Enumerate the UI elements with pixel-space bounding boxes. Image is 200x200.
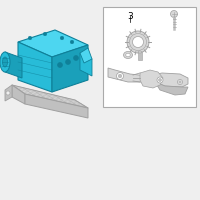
Circle shape xyxy=(118,74,122,78)
Circle shape xyxy=(170,10,178,18)
Polygon shape xyxy=(12,85,88,108)
Circle shape xyxy=(127,31,149,53)
Polygon shape xyxy=(140,70,163,88)
Polygon shape xyxy=(108,68,188,87)
Circle shape xyxy=(58,62,62,68)
Text: 3: 3 xyxy=(127,12,133,21)
Bar xyxy=(103,7,196,107)
Circle shape xyxy=(66,60,70,64)
Circle shape xyxy=(60,36,64,40)
Circle shape xyxy=(132,36,144,47)
Circle shape xyxy=(179,81,181,83)
Circle shape xyxy=(43,32,47,36)
Circle shape xyxy=(74,55,78,60)
Circle shape xyxy=(178,79,182,84)
Polygon shape xyxy=(5,52,22,78)
Polygon shape xyxy=(52,45,88,92)
Circle shape xyxy=(116,72,124,79)
Ellipse shape xyxy=(124,51,132,58)
Circle shape xyxy=(70,40,74,44)
Polygon shape xyxy=(18,42,52,92)
Polygon shape xyxy=(80,53,92,76)
Polygon shape xyxy=(5,85,12,101)
Circle shape xyxy=(28,36,32,40)
Polygon shape xyxy=(12,85,25,104)
Ellipse shape xyxy=(0,52,10,72)
Polygon shape xyxy=(18,30,88,57)
Ellipse shape xyxy=(2,57,8,67)
Polygon shape xyxy=(25,94,88,118)
Polygon shape xyxy=(155,82,188,95)
Circle shape xyxy=(6,91,10,95)
Bar xyxy=(138,52,142,60)
Ellipse shape xyxy=(138,51,142,53)
Ellipse shape xyxy=(126,53,130,57)
Circle shape xyxy=(157,77,163,83)
Polygon shape xyxy=(80,48,92,63)
Circle shape xyxy=(158,78,162,82)
